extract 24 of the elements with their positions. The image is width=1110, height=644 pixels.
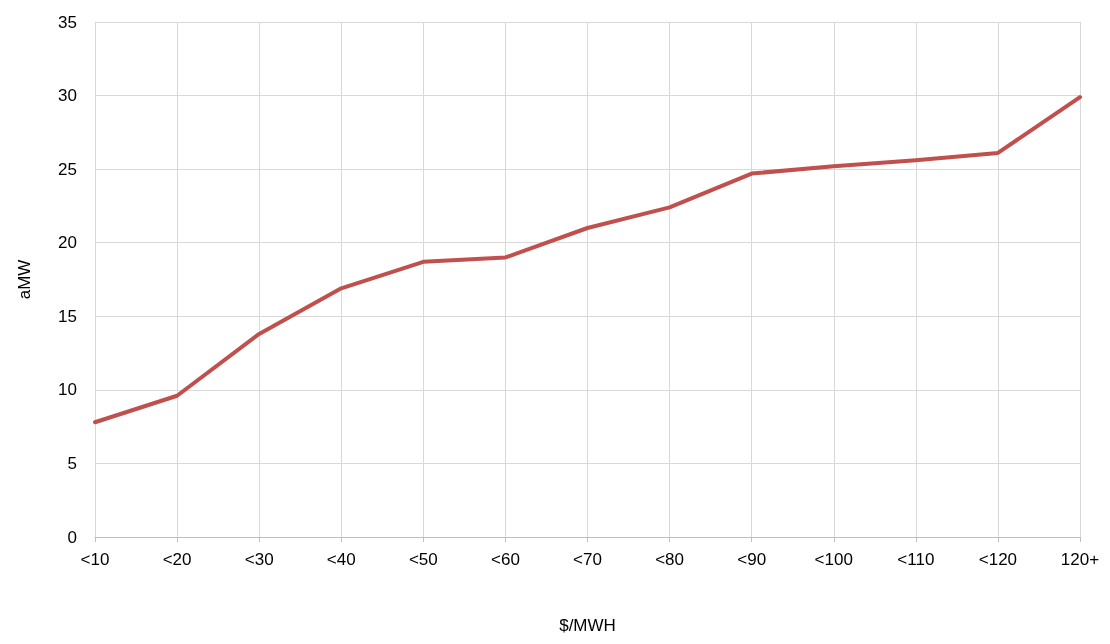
x-tick-label: <90 [737,550,767,569]
x-tick-label: 120+ [1060,550,1100,569]
y-tick-label: 25 [58,159,77,179]
y-tick-label: 20 [58,233,77,253]
y-tick-label: 10 [58,380,77,400]
y-tick-label: 0 [67,527,77,547]
x-axis-title: $/MWH [559,616,616,635]
x-tick-label: <70 [573,550,602,569]
x-tick-label: <60 [490,550,520,569]
x-tick-label: <110 [897,550,935,569]
y-tick-label: 15 [58,306,77,326]
x-tick-label: <100 [814,550,853,569]
x-tick-label: <10 [80,550,110,569]
x-tick-label: <40 [326,550,356,569]
line-series [93,95,1082,425]
x-tick-label: <80 [655,550,685,569]
y-axis-title: aMW [15,259,34,300]
x-tick-label: <50 [408,550,438,569]
x-tick-label: <30 [244,550,274,569]
x-tick-label: <20 [162,550,192,569]
y-tick-label: 35 [58,12,77,32]
y-tick-label: 30 [58,86,77,106]
x-tick-label: <120 [978,550,1018,569]
y-tick-label: 5 [67,453,77,473]
